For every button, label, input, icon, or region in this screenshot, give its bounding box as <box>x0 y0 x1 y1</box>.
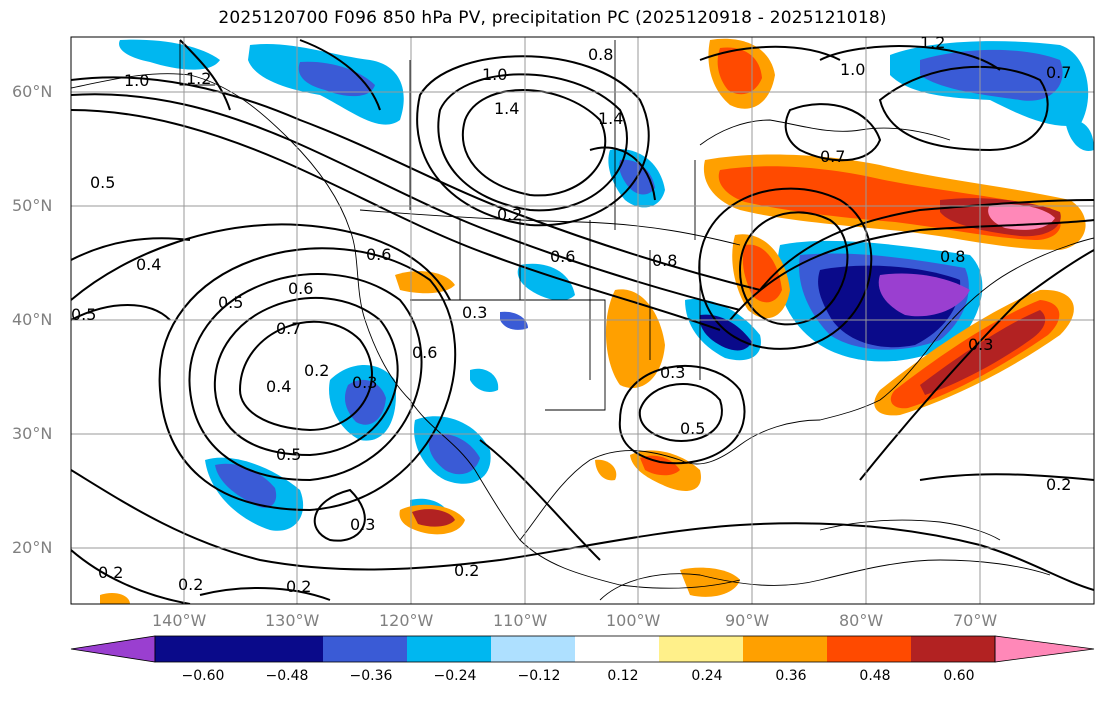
pv-contours <box>71 39 1094 604</box>
contour-label: 1.4 <box>494 99 519 118</box>
latitude-label: 20°N <box>12 538 53 557</box>
contour-label: 0.2 <box>286 577 311 596</box>
contour-label: 0.2 <box>454 561 479 580</box>
contour-label: 0.5 <box>90 173 115 192</box>
colorbar-tick-label: 0.36 <box>775 668 807 684</box>
colorbar-tick-label: −0.24 <box>433 668 477 684</box>
colorbar-tick-label: −0.48 <box>265 668 309 684</box>
longitude-label: 80°W <box>839 611 884 630</box>
contour-label: 0.2 <box>98 563 123 582</box>
latitude-label: 40°N <box>12 310 53 329</box>
contour-label: 0.8 <box>588 45 613 64</box>
longitude-label: 110°W <box>493 611 548 630</box>
contour-label: 0.3 <box>968 335 993 354</box>
contour-label: 0.8 <box>652 251 677 270</box>
colorbar <box>70 635 1095 663</box>
contour-label: 1.0 <box>840 60 865 79</box>
contour-label: 0.6 <box>412 343 437 362</box>
latitude-label: 60°N <box>12 82 53 101</box>
contour-label: 0.5 <box>276 445 301 464</box>
longitude-label: 130°W <box>265 611 320 630</box>
contour-label: 0.2 <box>304 361 329 380</box>
colorbar-tick-label: 0.12 <box>607 668 639 684</box>
contour-label: 0.2 <box>178 575 203 594</box>
map-border <box>70 36 1095 605</box>
contour-label: 0.7 <box>276 319 301 338</box>
contour-labels: 1.0 1.2 1.4 0.8 1.0 1.4 1.0 0.7 0.7 1.2 … <box>71 33 1071 596</box>
contour-label: 0.3 <box>350 515 375 534</box>
colorbar-segment <box>911 636 995 662</box>
colorbar-segment <box>323 636 407 662</box>
colorbar-tick-label: 0.60 <box>943 668 975 684</box>
colorbar-segment <box>827 636 911 662</box>
contour-label: 0.3 <box>352 373 377 392</box>
contour-label: 0.3 <box>660 363 685 382</box>
latitude-label: 30°N <box>12 424 53 443</box>
colorbar-segment <box>575 636 659 662</box>
graticule <box>71 37 1094 604</box>
contour-label: 0.5 <box>218 293 243 312</box>
colorbar-segment <box>407 636 491 662</box>
colorbar-extend-high <box>994 635 1095 663</box>
colorbar-tick-label: 0.48 <box>859 668 891 684</box>
contour-label: 1.4 <box>598 109 623 128</box>
contour-label: 0.7 <box>1046 63 1071 82</box>
contour-label: 0.4 <box>266 377 291 396</box>
latitude-label: 50°N <box>12 196 53 215</box>
contour-label: 0.8 <box>940 247 965 266</box>
colorbar-segment <box>155 636 239 662</box>
contour-label: 0.2 <box>497 205 522 224</box>
contour-label: 0.4 <box>136 255 161 274</box>
contour-label: 1.2 <box>920 33 945 52</box>
contour-label: 1.2 <box>186 69 211 88</box>
contour-label: 0.2 <box>1046 475 1071 494</box>
colorbar-segment <box>743 636 827 662</box>
longitude-label: 100°W <box>606 611 661 630</box>
contour-label: 0.7 <box>820 147 845 166</box>
precipitation-shading <box>100 38 1094 604</box>
colorbar-extend-low <box>70 635 156 663</box>
colorbar-tick-label: −0.36 <box>349 668 393 684</box>
colorbar-tick-label: −0.60 <box>181 668 225 684</box>
colorbar-segment <box>239 636 323 662</box>
longitude-label: 70°W <box>953 611 998 630</box>
longitude-label: 90°W <box>725 611 770 630</box>
contour-label: 0.6 <box>550 247 575 266</box>
contour-label: 1.0 <box>482 65 507 84</box>
colorbar-segment <box>659 636 743 662</box>
colorbar-tick-label: −0.12 <box>517 668 561 684</box>
contour-label: 0.6 <box>366 245 391 264</box>
contour-label: 0.5 <box>71 305 96 324</box>
colorbar-segment <box>491 636 575 662</box>
contour-label: 1.0 <box>124 71 149 90</box>
contour-label: 0.5 <box>680 419 705 438</box>
colorbar-tick-label: 0.24 <box>691 668 723 684</box>
contour-label: 0.3 <box>462 303 487 322</box>
coastlines <box>71 40 1094 601</box>
longitude-label: 140°W <box>152 611 207 630</box>
longitude-label: 120°W <box>379 611 434 630</box>
contour-label: 0.6 <box>288 279 313 298</box>
map-title: 2025120700 F096 850 hPa PV, precipitatio… <box>218 8 887 28</box>
